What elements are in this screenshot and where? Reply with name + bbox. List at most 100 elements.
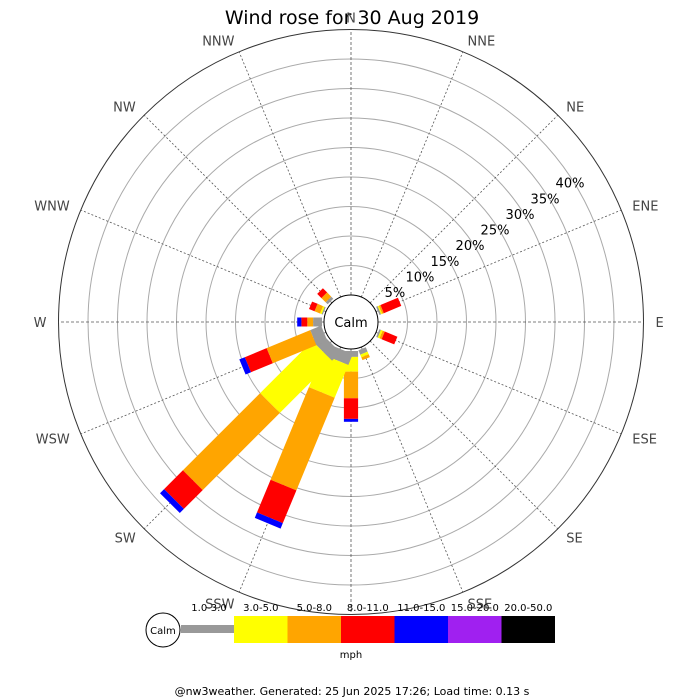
grid-spoke — [360, 51, 464, 298]
legend-calm-circle — [145, 612, 181, 648]
radial-tick-label: 35% — [531, 192, 560, 207]
petal-segment-11.0-15.0 — [239, 357, 251, 375]
radial-tick-label: 20% — [456, 239, 485, 254]
legend-label: 5.0-8.0 — [297, 603, 332, 614]
petal-segment-1.0-3.0 — [310, 325, 328, 346]
calm-center: Calm — [323, 294, 379, 350]
legend-calm-label: Calm — [150, 626, 176, 637]
legend-label: 8.0-11.0 — [347, 603, 389, 614]
petal-segment-1.0-3.0 — [376, 329, 381, 338]
petal-segment-8.0-11.0 — [309, 301, 318, 312]
direction-label-wnw: WNW — [34, 200, 70, 215]
petal-segment-1.0-3.0 — [325, 296, 334, 305]
petal-segment-3.0-5.0 — [377, 329, 383, 339]
direction-label-se: SE — [566, 531, 582, 546]
direction-label-w: W — [34, 316, 47, 331]
petal-segment-11.0-15.0 — [297, 317, 302, 327]
grid-spoke — [375, 331, 622, 435]
petal-segment-8.0-11.0 — [343, 398, 359, 419]
petal-segment-1.0-3.0 — [358, 347, 368, 355]
petal-segment-5.0-8.0 — [361, 354, 370, 361]
petal-sse — [358, 347, 370, 361]
grid-spoke — [143, 114, 333, 304]
legend-swatch-3.0-5.0 — [234, 616, 288, 643]
grid-spoke — [369, 114, 559, 304]
petal-segment-1.0-3.0 — [313, 317, 322, 327]
legend-unit: mph — [340, 650, 362, 661]
petal-segment-5.0-8.0 — [182, 393, 280, 491]
legend-label: 20.0-50.0 — [504, 603, 552, 614]
grid-spoke — [369, 340, 559, 530]
petal-segment-3.0-5.0 — [260, 341, 332, 413]
petal-segment-8.0-11.0 — [380, 297, 402, 314]
radial-tick-label: 25% — [481, 224, 510, 239]
petal-ene — [376, 297, 402, 315]
speed-legend: Calm 1.0-3.0 3.0-5.0 5.0-8.0 8.0-11.0 11.0-1… — [145, 603, 555, 661]
direction-label-sse: SSE — [468, 597, 493, 612]
petal-segment-5.0-8.0 — [270, 387, 335, 491]
petal-nw — [317, 288, 334, 305]
petal-segment-1.0-3.0 — [376, 306, 382, 315]
legend-swatch-11.0-15.0 — [394, 616, 448, 643]
direction-label-sw: SW — [115, 531, 136, 546]
petal-segment-3.0-5.0 — [377, 305, 383, 315]
petal-segment-5.0-8.0 — [379, 330, 385, 340]
petal-segment-8.0-11.0 — [381, 331, 398, 345]
direction-label-nw: NW — [113, 101, 136, 116]
legend-swatch-1.0-3.0 — [181, 625, 234, 633]
legend-label: 1.0-3.0 — [191, 603, 226, 614]
petal-segment-8.0-11.0 — [257, 479, 297, 524]
grid-spoke — [360, 346, 464, 593]
direction-label-ese: ESE — [632, 433, 657, 448]
direction-label-ene: ENE — [632, 200, 658, 215]
petal-wsw — [239, 325, 328, 375]
petal-segment-3.0-5.0 — [360, 351, 369, 358]
petal-segment-8.0-11.0 — [164, 470, 203, 509]
petal-segment-5.0-8.0 — [314, 303, 323, 314]
radial-tick-label: 10% — [405, 270, 434, 285]
direction-label-n: N — [346, 12, 356, 27]
petal-segment-5.0-8.0 — [378, 305, 384, 314]
footer-text: @nw3weather. Generated: 25 Jun 2025 17:2… — [175, 685, 530, 698]
legend-swatch-15.0-20.0 — [448, 616, 502, 643]
grid-spoke — [80, 209, 327, 313]
radial-tick-label: 30% — [506, 208, 535, 223]
petal-segment-5.0-8.0 — [343, 371, 359, 399]
petal-segment-8.0-11.0 — [244, 348, 273, 373]
calm-label: Calm — [334, 316, 367, 331]
petal-segment-5.0-8.0 — [266, 330, 317, 364]
petal-segment-11.0-15.0 — [343, 418, 359, 422]
petal-sw — [160, 332, 341, 513]
legend-swatch-5.0-8.0 — [287, 616, 341, 643]
petal-w — [297, 317, 322, 327]
chart-title: Wind rose for 30 Aug 2019 — [225, 7, 479, 29]
radial-tick-labels: 5%10%15%20%25%30%35%40% — [385, 177, 585, 302]
petal-segment-5.0-8.0 — [321, 292, 332, 303]
direction-label-ne: NE — [566, 101, 584, 116]
petal-wnw — [309, 301, 326, 315]
legend-label: 3.0-5.0 — [243, 603, 278, 614]
grid-spoke — [375, 209, 622, 313]
direction-label-e: E — [656, 316, 664, 331]
radial-tick-label: 5% — [385, 286, 406, 301]
petal-segment-5.0-8.0 — [307, 317, 314, 327]
direction-label-wsw: WSW — [36, 433, 70, 448]
petal-ese — [376, 329, 398, 345]
direction-label-nne: NNE — [468, 35, 496, 50]
petal-segment-8.0-11.0 — [317, 288, 328, 299]
direction-labels: NNNENEENEEESESESSESSSWSWWSWWWNWNWNNW — [34, 12, 664, 636]
wind-petals — [160, 288, 402, 529]
legend-swatch-8.0-11.0 — [341, 616, 395, 643]
legend-label: 11.0-15.0 — [397, 603, 445, 614]
petal-segment-1.0-3.0 — [321, 306, 326, 315]
petal-segment-11.0-15.0 — [160, 489, 184, 513]
grid-ring — [235, 206, 467, 438]
direction-label-nnw: NNW — [202, 35, 234, 50]
legend-swatch-20.0-50.0 — [501, 616, 555, 643]
radial-tick-label: 40% — [556, 177, 585, 192]
radial-tick-label: 15% — [430, 255, 459, 270]
legend-label: 15.0-20.0 — [451, 603, 499, 614]
direction-label-ssw: SSW — [205, 597, 235, 612]
petal-segment-3.0-5.0 — [320, 306, 325, 315]
petal-s — [343, 351, 359, 422]
